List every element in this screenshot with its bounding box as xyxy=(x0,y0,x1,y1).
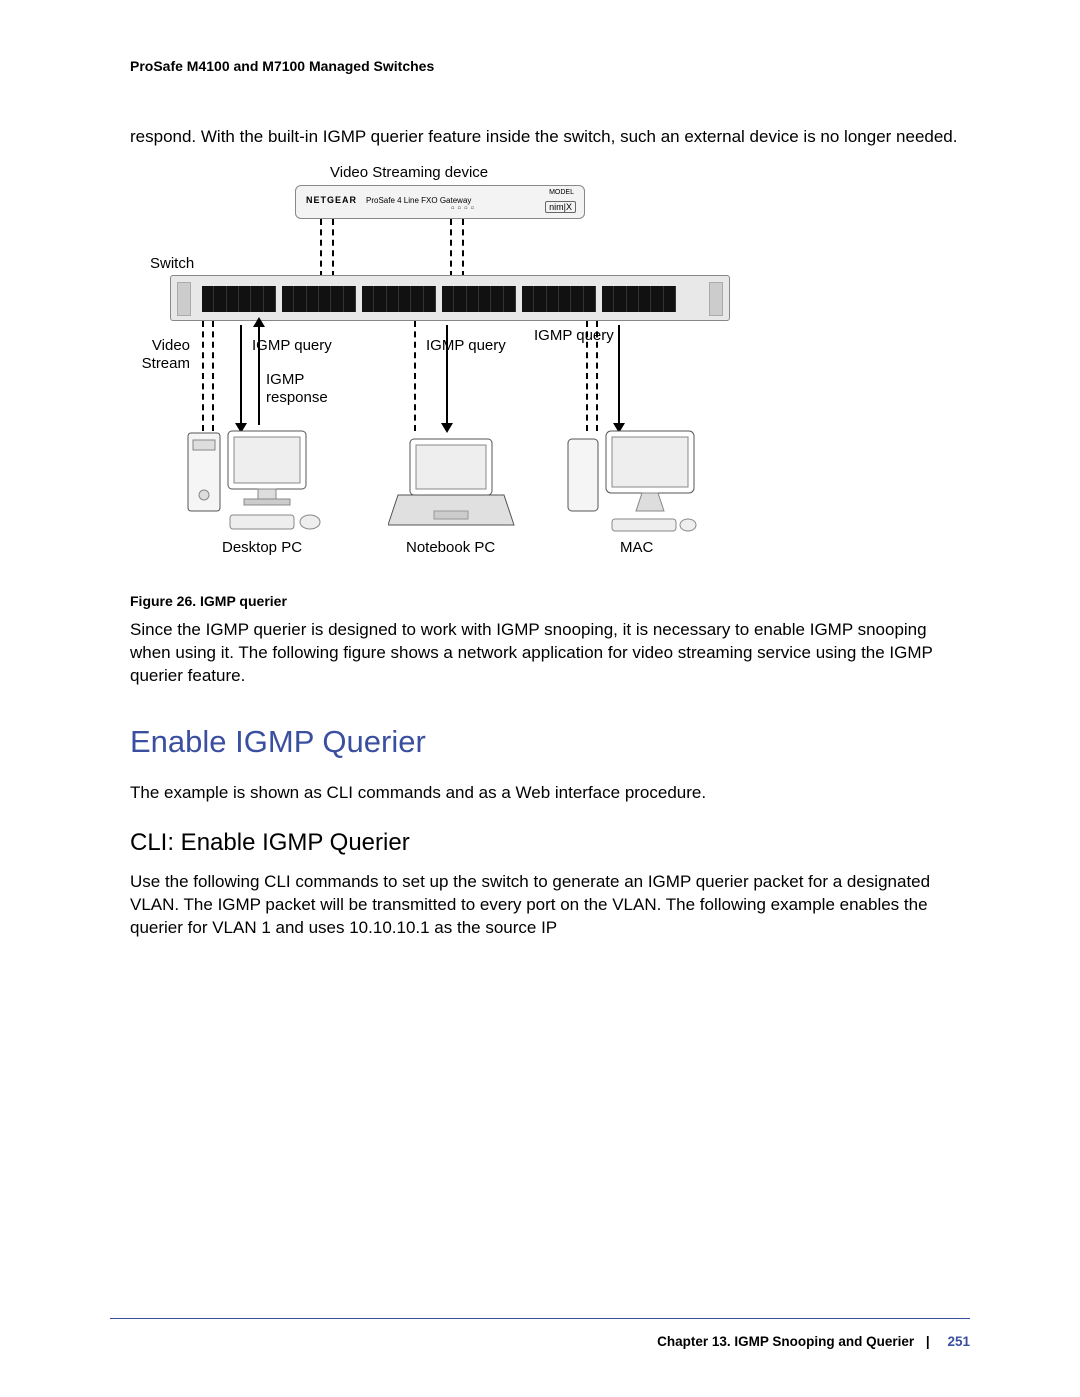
footer-page-number: 251 xyxy=(941,1334,970,1349)
notebook-pc-icon xyxy=(388,435,518,535)
label-notebook-pc: Notebook PC xyxy=(406,539,495,556)
label-igmp-response: IGMPresponse xyxy=(266,371,328,407)
heading-cli-enable-igmp-querier: CLI: Enable IGMP Querier xyxy=(130,829,970,857)
dashed-link-1 xyxy=(320,219,322,277)
paragraph-h3-body: Use the following CLI commands to set up… xyxy=(130,871,970,940)
paragraph-after-figure: Since the IGMP querier is designed to wo… xyxy=(130,619,970,688)
label-video-stream: VideoStream xyxy=(138,337,190,373)
figure-caption: Figure 26. IGMP querier xyxy=(130,593,970,609)
switch-handle-left xyxy=(177,282,191,316)
label-video-streaming-device: Video Streaming device xyxy=(330,164,488,181)
label-igmp-query-1: IGMP query xyxy=(252,337,332,354)
dashed-link-2 xyxy=(332,219,334,277)
heading-enable-igmp-querier: Enable IGMP Querier xyxy=(130,724,970,760)
model-side-label: MODEL xyxy=(549,189,574,196)
label-igmp-query-2: IGMP query xyxy=(426,337,506,354)
intro-paragraph: respond. With the built-in IGMP querier … xyxy=(130,126,970,149)
dashed-link-mac-b xyxy=(596,321,598,431)
arrow-query-notebook xyxy=(446,325,448,425)
dashed-link-notebook xyxy=(414,321,416,431)
switch-handle-right xyxy=(709,282,723,316)
switch-ports xyxy=(202,286,682,312)
dashed-link-4 xyxy=(462,219,464,277)
arrow-query-desktop xyxy=(240,325,242,425)
arrow-query-mac xyxy=(618,325,620,425)
label-switch: Switch xyxy=(150,255,194,272)
footer-rule xyxy=(110,1318,970,1319)
mac-icon xyxy=(560,427,700,537)
paragraph-h2-intro: The example is shown as CLI commands and… xyxy=(130,782,970,805)
leds-icon: ▫▫▫▫ xyxy=(451,203,477,214)
page-footer: Chapter 13. IGMP Snooping and Querier | … xyxy=(657,1334,970,1349)
dashed-link-mac-a xyxy=(586,321,588,431)
dashed-link-stream-b xyxy=(212,321,214,431)
nimx-label: nim|X xyxy=(545,201,576,213)
document-header: ProSafe M4100 and M7100 Managed Switches xyxy=(130,58,970,74)
label-desktop-pc: Desktop PC xyxy=(222,539,302,556)
video-streaming-device-box: NETGEAR ProSafe 4 Line FXO Gateway MODEL… xyxy=(295,185,585,219)
arrow-response-desktop xyxy=(258,325,260,425)
figure-igmp-querier: Video Streaming device NETGEAR ProSafe 4… xyxy=(150,167,870,587)
label-mac: MAC xyxy=(620,539,653,556)
dashed-link-stream-a xyxy=(202,321,204,431)
desktop-pc-icon xyxy=(180,425,330,545)
footer-separator: | xyxy=(918,1334,938,1349)
label-igmp-query-3: IGMP query xyxy=(534,327,614,344)
page: ProSafe M4100 and M7100 Managed Switches… xyxy=(0,0,1080,1397)
dashed-link-3 xyxy=(450,219,452,277)
brand-label: NETGEAR xyxy=(306,195,357,205)
footer-chapter: Chapter 13. IGMP Snooping and Querier xyxy=(657,1334,914,1349)
